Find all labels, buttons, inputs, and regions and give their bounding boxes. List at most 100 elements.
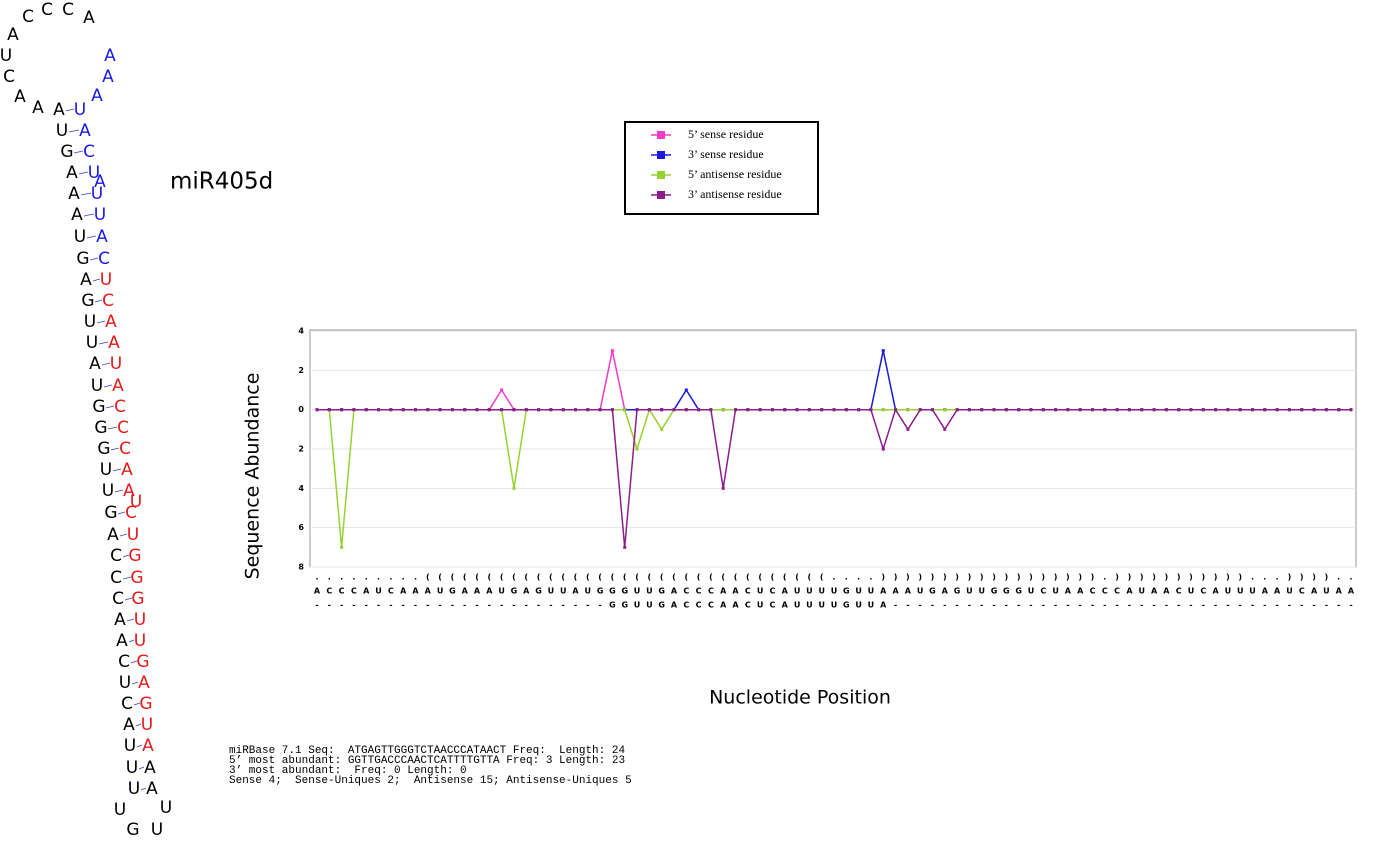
legend-label: 5’ sense residue <box>688 127 764 141</box>
x-tick-label: A <box>892 587 899 596</box>
nucleotide: G <box>92 397 105 417</box>
structure-char: ( <box>611 573 615 582</box>
series-line <box>317 407 1351 548</box>
nucleotide: A <box>144 758 156 778</box>
read-char: U <box>868 601 875 610</box>
nucleotide: C <box>121 694 133 714</box>
read-char: - <box>438 601 441 610</box>
read-char: - <box>1091 601 1094 610</box>
read-char: - <box>1054 601 1057 610</box>
legend-marker <box>657 171 665 179</box>
structure-char: ( <box>660 573 664 582</box>
structure-char: ) <box>968 573 972 582</box>
base-pair-bond <box>107 426 118 430</box>
base-pair-bond <box>65 108 75 112</box>
point <box>500 408 504 412</box>
nucleotide: A <box>142 736 154 756</box>
structure-char: ) <box>931 573 935 582</box>
read-char: - <box>549 601 552 610</box>
nucleotide: C <box>22 7 34 27</box>
base-pair-bond <box>98 341 109 345</box>
point <box>1337 408 1341 412</box>
nucleotide: A <box>96 227 108 247</box>
read-char: U <box>818 601 825 610</box>
x-tick-label: U <box>560 587 567 596</box>
read-char: A <box>732 601 739 610</box>
point <box>1017 408 1021 412</box>
structure-char: ) <box>992 573 996 582</box>
read-char: - <box>1177 601 1180 610</box>
structure-char: ) <box>980 573 984 582</box>
structure-char: . <box>365 573 368 582</box>
nucleotide: A <box>138 673 150 693</box>
nucleotide: G <box>60 142 73 162</box>
base-pair-bond <box>83 213 95 217</box>
structure-char: ( <box>623 573 627 582</box>
point <box>389 408 393 412</box>
x-tick-label: U <box>1052 587 1059 596</box>
legend-marker <box>657 151 665 159</box>
nucleotide: A <box>102 67 114 87</box>
read-char: - <box>1165 601 1168 610</box>
nucleotide: A <box>68 184 80 204</box>
y-tick-label: 4 <box>298 327 304 336</box>
read-char: - <box>340 601 343 610</box>
nucleotide: U <box>74 100 86 120</box>
series-line <box>317 350 1351 411</box>
structure-char: ) <box>1312 573 1316 582</box>
y-tick-label: 8 <box>298 563 304 572</box>
x-tick-label: G <box>511 587 518 596</box>
read-char: - <box>365 601 368 610</box>
x-tick-label: A <box>523 587 530 596</box>
structure-char: . <box>845 573 848 582</box>
read-char: - <box>500 601 503 610</box>
base-pair-bond <box>114 489 124 493</box>
structure-char: . <box>1263 573 1266 582</box>
structure-char: ) <box>1152 573 1156 582</box>
structure-char: ( <box>561 573 565 582</box>
point <box>992 408 996 412</box>
x-tick-label: A <box>425 587 432 596</box>
read-char: - <box>1029 601 1032 610</box>
x-tick-label: C <box>683 587 689 596</box>
x-tick-label: A <box>1348 587 1355 596</box>
read-char: - <box>955 601 958 610</box>
point <box>721 408 725 412</box>
structure-char: ( <box>463 573 467 582</box>
x-tick-label: C <box>351 587 357 596</box>
nucleotide: U <box>86 333 98 353</box>
x-tick-label: U <box>868 587 875 596</box>
read-char: - <box>537 601 540 610</box>
nucleotide: C <box>110 546 122 566</box>
read-char: C <box>745 601 751 610</box>
point <box>438 408 442 412</box>
point <box>463 408 467 412</box>
read-char: - <box>475 601 478 610</box>
x-tick-label: U <box>818 587 825 596</box>
structure-char: ) <box>1091 573 1095 582</box>
point <box>1066 408 1070 412</box>
legend-marker <box>657 131 665 139</box>
structure-char: ( <box>426 573 430 582</box>
nucleotide: G <box>81 291 94 311</box>
point <box>610 349 614 353</box>
point <box>413 408 417 412</box>
point <box>635 408 639 412</box>
nucleotide: C <box>83 142 95 162</box>
x-tick-label: U <box>375 587 382 596</box>
x-tick-label: A <box>486 587 493 596</box>
structure-char: ) <box>1288 573 1292 582</box>
base-pair-bond <box>94 299 103 303</box>
structure-char: . <box>832 573 835 582</box>
nucleotide: U <box>74 227 86 247</box>
read-char: U <box>855 601 862 610</box>
nucleotide: U <box>91 376 103 396</box>
structure-char: ) <box>894 573 898 582</box>
read-char: - <box>525 601 528 610</box>
point <box>721 486 725 490</box>
read-char: - <box>377 601 380 610</box>
read-char: U <box>634 601 641 610</box>
point <box>1312 408 1316 412</box>
point <box>943 408 947 412</box>
nucleotide: A <box>108 333 120 353</box>
